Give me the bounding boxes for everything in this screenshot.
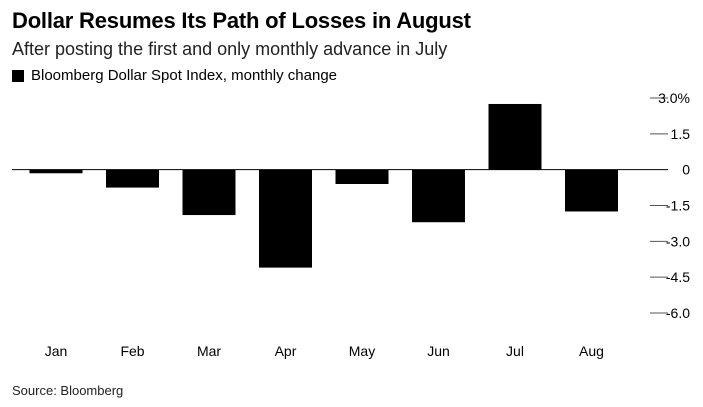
x-tick-label: Jan [45,343,68,359]
y-tick-label: -6.0 [666,305,690,321]
chart-subtitle: After posting the first and only monthly… [12,39,448,59]
x-tick-label: Jul [506,343,524,359]
x-tick-label: Apr [275,343,297,359]
legend-swatch [12,69,24,82]
x-tick-label: Jun [427,343,450,359]
bar-mar [182,169,236,216]
bar-jan [29,169,83,174]
bar-jul [488,103,542,170]
x-tick-label: Mar [197,343,221,359]
bar-aug [565,169,618,212]
y-tick-label: 1.5 [671,126,691,142]
y-tick-label: -3.0 [666,233,690,249]
y-tick-label: 3.0% [658,90,690,106]
y-tick-label: -4.5 [666,269,690,285]
chart-title: Dollar Resumes Its Path of Losses in Aug… [12,8,471,33]
bar-jun [412,169,465,223]
bar-apr [259,169,312,268]
y-tick-label: -1.5 [666,198,690,214]
legend: Bloomberg Dollar Spot Index, monthly cha… [12,67,337,84]
x-tick-label: Aug [579,343,604,359]
x-tick-label: May [349,343,375,359]
legend-label: Bloomberg Dollar Spot Index, monthly cha… [31,67,338,84]
bar-feb [106,169,159,188]
bar-may [335,169,389,184]
y-tick-label: 0 [682,162,690,178]
x-tick-label: Feb [120,343,144,359]
source-note: Source: Bloomberg [12,383,124,398]
